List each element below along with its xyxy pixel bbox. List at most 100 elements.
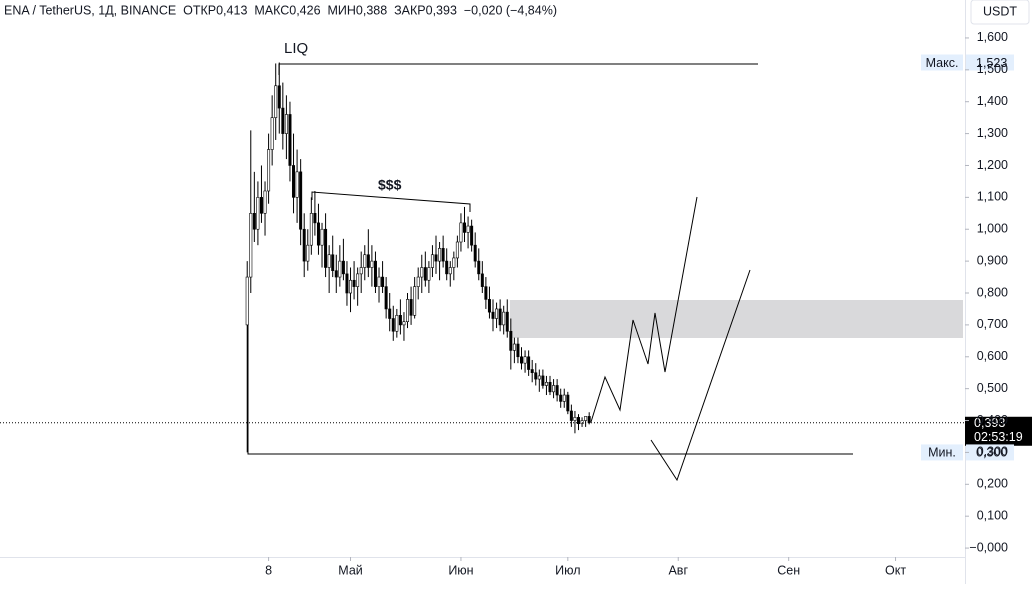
unit-label: USDT — [983, 4, 1017, 18]
candle-body — [334, 270, 338, 278]
candle-body — [509, 330, 513, 351]
y-tick-label: 0,500 — [977, 381, 1008, 395]
y-tick-label: 1,400 — [977, 94, 1008, 108]
y-tick-label: 0,100 — [977, 508, 1008, 522]
x-tick-label: Окт — [885, 563, 906, 577]
candle-body — [544, 381, 548, 386]
candle-body — [516, 343, 520, 358]
x-tick-label: Июл — [555, 563, 580, 577]
candle-body — [256, 197, 260, 230]
candle-body — [395, 315, 399, 332]
annotation: $$$ — [378, 177, 402, 193]
candle-body — [448, 267, 452, 275]
x-tick-label: Сен — [777, 563, 800, 577]
candle-body — [562, 394, 566, 402]
price-badge-label: 0,300 — [976, 446, 1007, 460]
candle-body — [566, 394, 570, 412]
price-badge — [921, 444, 963, 461]
y-tick-label: 1,200 — [977, 158, 1008, 172]
candle-body — [559, 394, 563, 402]
candle-body — [473, 244, 477, 262]
projection-path — [590, 196, 698, 423]
candle-body — [391, 318, 395, 332]
price-badge — [966, 444, 1014, 461]
candle-body — [338, 260, 342, 278]
x-tick-label: Авг — [668, 563, 688, 577]
y-tick-label: 0,900 — [977, 253, 1008, 267]
candle-body — [267, 149, 271, 192]
candle-body — [487, 299, 491, 313]
candle-body — [527, 356, 531, 370]
candle-body — [552, 385, 556, 393]
candle-body — [366, 254, 370, 268]
candle-body — [534, 372, 538, 380]
candle-body — [316, 222, 320, 246]
last-price-label: 0,393 — [974, 416, 1005, 430]
last-price-badge — [965, 416, 1032, 446]
y-tick-label: 1,600 — [977, 30, 1008, 44]
candle-body — [292, 165, 296, 198]
y-tick-label: 0,200 — [977, 477, 1008, 491]
candle-body — [537, 375, 541, 380]
candle-body — [309, 212, 313, 246]
x-tick-label: 8 — [265, 563, 272, 577]
candle-body — [377, 276, 381, 287]
header-bg — [0, 0, 565, 22]
candle-body — [427, 267, 431, 281]
candle-body — [245, 276, 249, 326]
candle-body — [423, 267, 427, 281]
candle-body — [388, 308, 392, 319]
candle-body — [573, 417, 577, 421]
candle-body — [455, 241, 459, 259]
candle-body — [284, 114, 288, 134]
candle-body — [363, 254, 367, 268]
price-badge-label: 1,523 — [976, 56, 1007, 70]
range-line — [311, 191, 471, 212]
candle-body — [438, 248, 442, 262]
candle-body — [512, 343, 516, 351]
candle-body — [569, 410, 573, 421]
y-tick-label: 1,000 — [977, 222, 1008, 236]
candle-body — [352, 279, 356, 287]
y-tick-label: −0,000 — [969, 540, 1008, 554]
candle-body — [259, 197, 263, 214]
candles — [245, 62, 591, 453]
support-line — [247, 300, 853, 455]
candle-body — [252, 212, 256, 230]
candle-body — [406, 299, 410, 323]
candle-body — [263, 190, 267, 214]
candle-body — [331, 254, 335, 271]
candle-body — [402, 321, 406, 326]
candle-body — [580, 420, 584, 425]
candle-body — [430, 254, 434, 268]
candle-body — [523, 356, 527, 364]
candle-body — [416, 276, 420, 287]
candle-body — [452, 257, 456, 268]
candle-body — [463, 222, 467, 233]
candle-body — [466, 225, 470, 233]
y-tick-label: 1,500 — [977, 62, 1008, 76]
price-badge — [921, 54, 963, 71]
candle-body — [420, 267, 424, 278]
candle-body — [477, 260, 481, 275]
candle-body — [270, 117, 274, 150]
candle-body — [281, 107, 285, 134]
candle-body — [577, 417, 581, 425]
candle-body — [327, 254, 331, 268]
candle-body — [274, 85, 278, 118]
candle-body — [480, 273, 484, 287]
y-tick-label: 1,300 — [977, 126, 1008, 140]
candle-body — [555, 385, 559, 396]
candle-body — [584, 416, 588, 421]
candle-body — [398, 315, 402, 326]
countdown-label: 02:53:19 — [974, 430, 1023, 444]
y-tick-label: 0,800 — [977, 285, 1008, 299]
unit-box — [970, 0, 1030, 25]
candle-body — [249, 212, 253, 278]
candle-body — [288, 114, 292, 166]
candle-body — [413, 286, 417, 316]
candle-body — [505, 311, 509, 332]
candle-body — [491, 311, 495, 319]
candle-body — [520, 356, 524, 364]
